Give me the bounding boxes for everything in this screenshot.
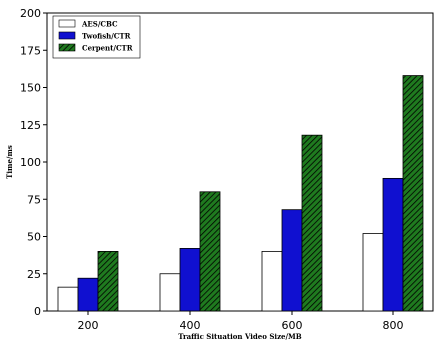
legend-swatch (58, 19, 76, 28)
bar-cerpent-ctr-800 (402, 75, 424, 312)
bar-twofish-ctr-400 (179, 248, 201, 312)
bar-aes-cbc-200 (57, 286, 79, 312)
x-axis: 200 400 600 800 (78, 311, 404, 332)
bar-twofish-ctr-800 (382, 177, 404, 312)
legend-label: AES/CBC (81, 20, 118, 29)
y-tick-label: 150 (20, 82, 41, 95)
y-tick-label: 175 (20, 44, 41, 57)
y-tick-label: 50 (27, 231, 41, 244)
y-tick-label: 100 (20, 156, 41, 169)
legend-swatch (58, 43, 76, 52)
bar-cerpent-ctr-200 (97, 250, 119, 312)
bar-cerpent-ctr-600 (301, 134, 323, 312)
bar-twofish-ctr-200 (77, 277, 99, 312)
y-axis: 0 25 50 75 100 125 150 175 200 (20, 7, 47, 318)
bar-aes-cbc-800 (362, 233, 384, 312)
x-tick-label: 200 (78, 319, 99, 332)
bar-cerpent-ctr-400 (199, 191, 221, 312)
bar-twofish-ctr-600 (281, 209, 303, 312)
y-tick-label: 200 (20, 7, 41, 20)
y-tick-label: 75 (27, 193, 41, 206)
y-tick-label: 25 (27, 268, 41, 281)
legend: AES/CBC Twofish/CTR Cerpent/CTR (52, 15, 141, 59)
x-axis-title: Traffic Situation Video Size/MB (178, 332, 302, 341)
legend-label: Twofish/CTR (82, 32, 131, 41)
x-tick-label: 400 (180, 319, 201, 332)
x-tick-label: 600 (282, 319, 303, 332)
y-axis-title: Time/ms (5, 145, 14, 179)
legend-swatch (58, 31, 76, 40)
bar-aes-cbc-600 (261, 250, 283, 312)
bar-aes-cbc-400 (159, 273, 181, 312)
y-tick-label: 125 (20, 119, 41, 132)
x-tick-label: 800 (383, 319, 404, 332)
y-tick-label: 0 (34, 305, 41, 318)
legend-label: Cerpent/CTR (82, 44, 133, 53)
bars-group (57, 75, 424, 312)
